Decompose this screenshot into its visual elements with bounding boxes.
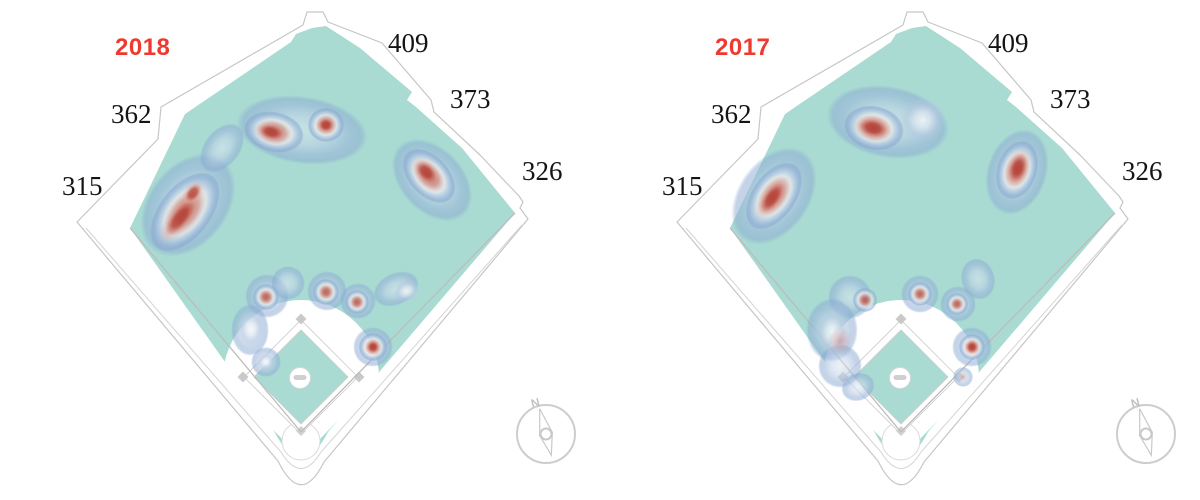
- field-svg-2017: [660, 0, 1200, 500]
- wall-distance-left-center-field: 362: [111, 99, 152, 129]
- heat-blob-hot2: [1005, 148, 1031, 188]
- heat-blob-warm: [828, 327, 852, 355]
- year-label: 2018: [115, 34, 171, 61]
- wall-distance-right-field: 326: [522, 156, 563, 186]
- heat-blob-hot2: [181, 180, 205, 206]
- heat-blob-hot2: [254, 121, 288, 143]
- heat-blob-hot: [946, 293, 968, 315]
- heat-blob-pale: [393, 279, 421, 303]
- wall-distance-right-field: 326: [1122, 156, 1163, 186]
- baseball-field-diagram: [677, 12, 1175, 485]
- heat-blob-hot2: [853, 115, 893, 141]
- heat-blob-warm: [958, 372, 968, 382]
- heat-blob-hot: [313, 279, 339, 305]
- heat-blob-hot: [253, 284, 279, 310]
- heatmap-blobs: [731, 84, 1049, 402]
- heat-blob-pale: [900, 97, 946, 143]
- wall-distance-center-field: 409: [988, 28, 1029, 58]
- wall-distance-left-field: 315: [62, 171, 103, 201]
- heat-blob-cool: [199, 123, 245, 173]
- heat-blob-hot2: [159, 193, 201, 243]
- heat-blob-hot2: [964, 339, 980, 355]
- wall-distance-right-center-field: 373: [450, 84, 491, 114]
- heat-blob-cool: [841, 372, 875, 402]
- heat-blob-cool: [271, 266, 305, 300]
- heat-blob-hot2: [316, 116, 336, 134]
- heat-blob-pale: [257, 353, 275, 371]
- wall-distance-center-field: 409: [388, 28, 429, 58]
- heatmap-blobs: [140, 95, 473, 377]
- heat-blob-pale: [238, 311, 264, 347]
- field-svg-2018: [60, 0, 600, 500]
- wall-distance-left-field: 315: [662, 171, 703, 201]
- field-panel-2017: 2017 315 362 409 373 326 N: [660, 0, 1200, 500]
- heat-blob-hot: [908, 282, 932, 306]
- heat-blob-hot: [345, 290, 369, 314]
- year-label: 2017: [715, 34, 771, 61]
- wall-distance-right-center-field: 373: [1050, 84, 1091, 114]
- heat-blob-hot: [853, 288, 877, 312]
- field-panel-2018: 2018 315 362 409 373 326 N: [60, 0, 600, 500]
- heat-blob-hot2: [755, 177, 789, 219]
- heat-blob-cool: [960, 258, 996, 300]
- heat-blob-hot2: [411, 157, 441, 187]
- wall-distance-left-center-field: 362: [711, 99, 752, 129]
- heat-blob-hot2: [365, 339, 381, 355]
